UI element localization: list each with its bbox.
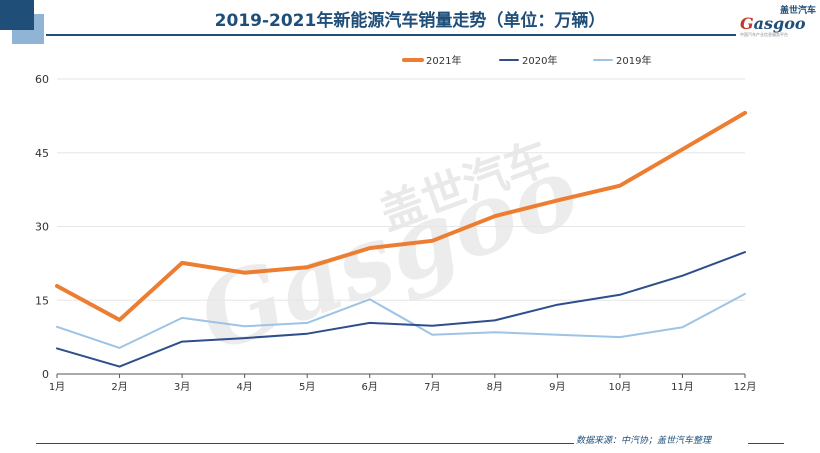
corner-decoration-dark [0,0,34,30]
gasgoo-logo: 盖世汽车 Gasgoo 中国汽车产业信息服务平台 [740,6,816,40]
logo-cn: 盖世汽车 [779,6,816,16]
title-underline [46,34,736,36]
legend-label: 2020年 [522,54,557,67]
x-tick-label: 9月 [549,381,565,393]
legend-label: 2019年 [616,54,651,67]
x-axis: 1月 2月 3月 4月 5月 6月 7月 8月 9月 10月 11月 12月 [49,373,757,393]
legend: 2021年 2020年 2019年 [402,54,651,67]
y-tick-label: 0 [42,368,49,381]
x-tick-label: 8月 [487,381,503,393]
page-title: 2019-2021年新能源汽车销量走势（单位：万辆） [214,11,606,31]
x-tick-label: 2月 [111,381,127,393]
x-tick-label: 3月 [174,381,190,393]
logo-en-rest: asgoo [753,14,806,33]
x-tick-label: 7月 [424,381,440,393]
y-tick-label: 15 [35,294,49,307]
x-tick-label: 1月 [49,381,65,393]
x-tick-label: 11月 [671,381,694,393]
series-line-2019年 [56,292,746,349]
x-tick-label: 4月 [236,381,252,393]
series-group [55,110,747,368]
x-tick-label: 6月 [362,381,378,393]
footer-line-right [748,443,784,444]
x-tick-label: 10月 [609,381,632,393]
legend-label: 2021年 [426,54,461,67]
y-tick-label: 45 [35,147,49,160]
x-tick-label: 12月 [734,381,757,393]
y-tick-label: 60 [35,73,49,86]
x-tick-label: 5月 [299,381,315,393]
y-tick-label: 30 [35,221,49,234]
footer-line-left [36,443,574,444]
logo-en: Gasgoo [740,16,816,32]
series-line-2021年 [55,110,747,322]
series-line-2020年 [56,251,746,368]
y-axis: 0 15 30 45 60 [35,73,49,381]
grid [57,78,745,301]
logo-tagline: 中国汽车产业信息服务平台 [740,32,788,37]
logo-en-prefix: G [740,14,754,33]
data-source: 数据来源：中汽协；盖世汽车整理 [576,436,712,446]
